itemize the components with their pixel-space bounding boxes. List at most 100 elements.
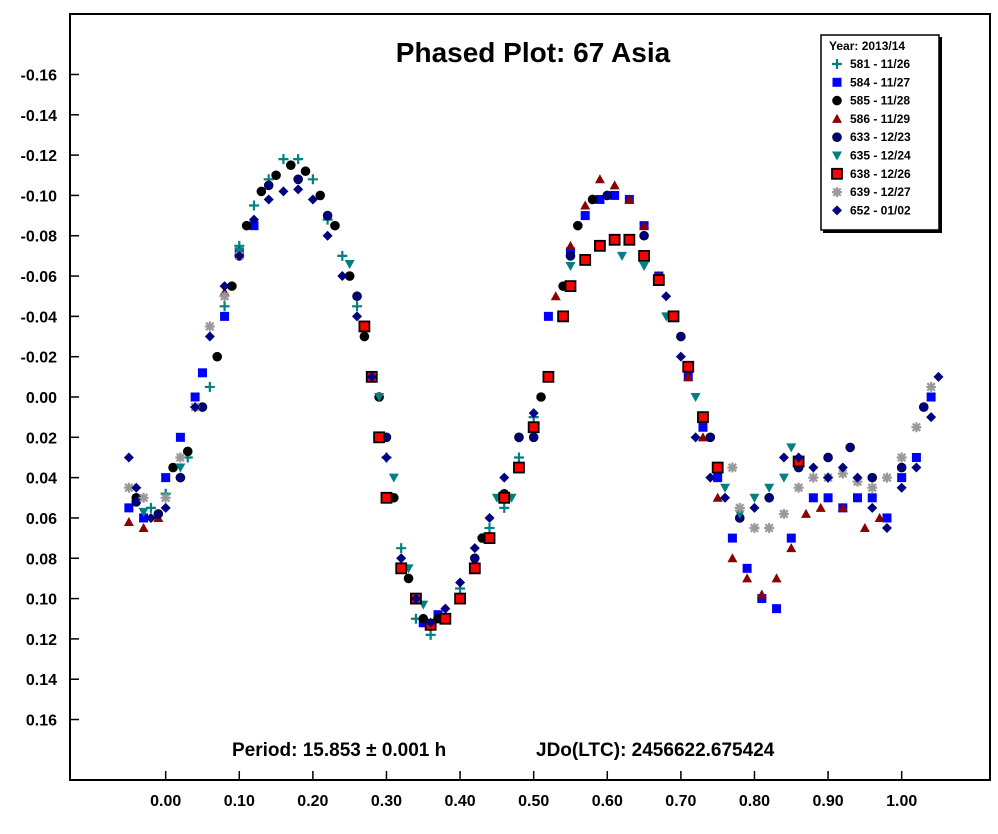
data-point bbox=[881, 472, 892, 483]
y-tick-label: -0.08 bbox=[21, 229, 58, 246]
legend-marker bbox=[832, 95, 842, 106]
legend-entry: 639 - 12/27 bbox=[850, 185, 911, 199]
data-point bbox=[705, 432, 716, 443]
y-tick-label: 0.14 bbox=[26, 672, 57, 689]
legend-title: Year: 2013/14 bbox=[829, 39, 905, 53]
data-point bbox=[727, 462, 738, 473]
data-point bbox=[410, 593, 421, 604]
x-tick-label: 0.00 bbox=[150, 793, 181, 810]
data-point bbox=[550, 291, 561, 301]
y-tick-label: 0.08 bbox=[26, 551, 57, 568]
data-point bbox=[786, 443, 797, 453]
data-point bbox=[168, 462, 178, 473]
data-points bbox=[123, 154, 944, 640]
data-point bbox=[720, 492, 731, 503]
data-point bbox=[853, 493, 863, 503]
data-point bbox=[138, 507, 149, 517]
data-point bbox=[513, 452, 524, 463]
legend-marker bbox=[832, 205, 842, 216]
y-tick-label: 0.02 bbox=[26, 430, 57, 447]
data-point bbox=[455, 577, 466, 588]
data-point bbox=[926, 412, 937, 423]
data-point bbox=[867, 472, 878, 483]
data-point bbox=[124, 503, 134, 513]
data-point bbox=[499, 472, 510, 483]
data-point bbox=[565, 251, 576, 261]
data-point bbox=[772, 604, 782, 614]
data-point bbox=[793, 482, 804, 493]
data-point bbox=[815, 502, 826, 512]
data-point bbox=[734, 509, 745, 519]
data-point bbox=[565, 261, 576, 271]
y-tick-label: 0.16 bbox=[26, 713, 57, 730]
data-point bbox=[867, 482, 878, 493]
data-point bbox=[454, 592, 466, 605]
data-point bbox=[771, 573, 782, 583]
data-point bbox=[373, 431, 386, 444]
data-point bbox=[926, 381, 937, 392]
data-point bbox=[293, 154, 304, 165]
data-point bbox=[138, 492, 149, 503]
data-point bbox=[344, 259, 355, 269]
data-point bbox=[690, 432, 701, 443]
data-point bbox=[697, 411, 709, 424]
data-point bbox=[139, 513, 149, 523]
data-point bbox=[757, 594, 767, 604]
data-point bbox=[727, 553, 738, 563]
legend-entry: 586 - 11/29 bbox=[850, 112, 910, 126]
data-point bbox=[639, 261, 650, 271]
data-point bbox=[542, 370, 555, 383]
legend-marker bbox=[832, 113, 842, 123]
data-point bbox=[293, 184, 304, 195]
axis-ticks: -0.16 -0.14 -0.12 -0.10 -0.08 -0.06 -0.04 -0.02… bbox=[21, 67, 918, 810]
data-point bbox=[263, 180, 274, 191]
data-point bbox=[617, 251, 627, 261]
legend-marker bbox=[832, 187, 842, 198]
data-point bbox=[536, 392, 546, 402]
data-point bbox=[219, 291, 230, 302]
data-point bbox=[484, 523, 495, 534]
y-tick-label: -0.04 bbox=[21, 309, 58, 326]
data-point bbox=[580, 200, 591, 210]
x-tick-label: 0.60 bbox=[592, 793, 623, 810]
data-point bbox=[661, 291, 672, 302]
data-point bbox=[278, 186, 289, 197]
y-tick-label: -0.12 bbox=[21, 148, 58, 165]
data-point bbox=[682, 360, 695, 373]
data-point bbox=[881, 523, 892, 534]
data-point bbox=[897, 473, 907, 483]
data-point bbox=[212, 351, 222, 362]
data-point bbox=[483, 532, 496, 545]
data-point bbox=[249, 200, 259, 211]
data-point bbox=[705, 472, 716, 483]
data-point bbox=[867, 493, 877, 503]
data-point bbox=[161, 473, 171, 483]
data-point bbox=[587, 194, 598, 205]
data-point bbox=[786, 533, 796, 543]
data-point bbox=[300, 166, 311, 177]
data-point bbox=[322, 230, 333, 241]
data-point bbox=[639, 220, 650, 230]
data-point bbox=[837, 468, 848, 479]
data-point bbox=[778, 473, 789, 483]
data-point bbox=[713, 473, 723, 483]
data-point bbox=[425, 617, 436, 628]
data-point bbox=[638, 249, 650, 262]
data-point bbox=[808, 462, 819, 473]
y-tick-label: 0.00 bbox=[26, 390, 57, 407]
data-point bbox=[234, 250, 245, 261]
data-point bbox=[675, 351, 686, 362]
legend-entry: 638 - 12/26 bbox=[850, 167, 911, 181]
data-point bbox=[123, 482, 134, 493]
x-tick-label: 0.70 bbox=[665, 793, 696, 810]
data-point bbox=[160, 492, 171, 503]
y-tick-label: 0.10 bbox=[26, 592, 57, 609]
data-point bbox=[918, 402, 929, 412]
data-point bbox=[352, 291, 362, 302]
data-point bbox=[837, 462, 848, 473]
data-point bbox=[123, 452, 134, 463]
data-point bbox=[610, 190, 620, 200]
data-point bbox=[690, 393, 701, 402]
data-point bbox=[468, 562, 481, 575]
